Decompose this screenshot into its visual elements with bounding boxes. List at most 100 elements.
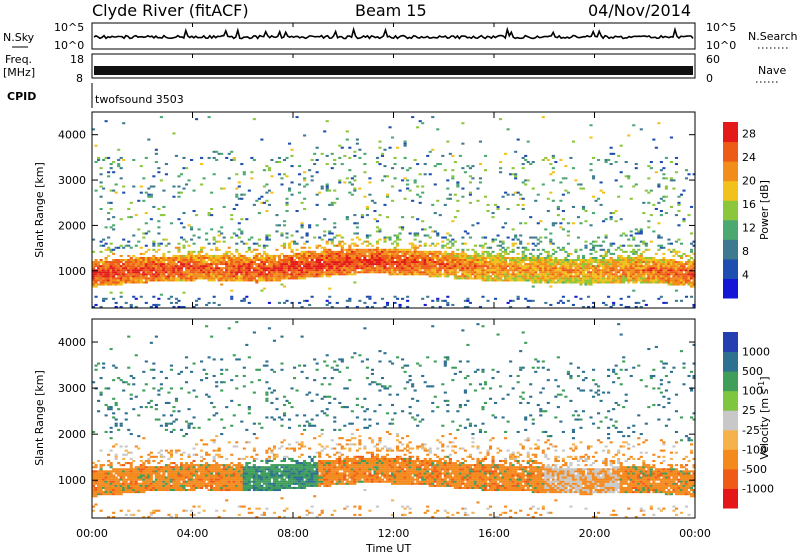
- range-time-cell: [308, 247, 311, 249]
- range-time-cell: [507, 253, 510, 255]
- range-time-cell: [180, 192, 183, 194]
- range-time-cell: [162, 414, 165, 416]
- range-time-cell: [95, 161, 98, 163]
- range-time-cell: [187, 179, 190, 181]
- range-time-cell: [549, 286, 552, 288]
- range-time-cell: [642, 212, 645, 214]
- range-time-cell: [378, 147, 381, 149]
- range-time-cell: [175, 400, 178, 402]
- range-time-cell: [117, 377, 120, 379]
- range-time-cell: [107, 454, 110, 456]
- range-time-cell: [110, 431, 113, 433]
- range-time-cell: [549, 255, 552, 257]
- range-time-cell: [308, 226, 311, 228]
- range-time-cell: [602, 275, 605, 277]
- range-time-cell: [524, 159, 527, 161]
- range-time-cell: [288, 190, 291, 192]
- range-time-cell: [414, 245, 417, 247]
- range-time-cell: [386, 302, 389, 304]
- range-time-cell: [170, 452, 173, 454]
- range-time-cell: [597, 237, 600, 239]
- range-time-cell: [132, 408, 135, 410]
- range-time-cell: [401, 226, 404, 228]
- range-time-cell: [665, 212, 668, 214]
- range-time-cell: [687, 259, 690, 261]
- range-time-cell: [130, 375, 133, 377]
- range-time-cell: [328, 302, 331, 304]
- range-time-cell: [620, 298, 623, 300]
- range-time-cell: [298, 302, 301, 304]
- range-time-cell: [248, 269, 251, 271]
- range-time-cell: [172, 406, 175, 408]
- range-time-cell: [336, 198, 339, 200]
- range-time-cell: [348, 298, 351, 300]
- range-time-cell: [265, 183, 268, 185]
- range-time-cell: [682, 220, 685, 222]
- range-time-cell: [140, 247, 143, 249]
- range-time-cell: [610, 163, 613, 165]
- range-time-cell: [220, 226, 223, 228]
- range-time-cell: [517, 192, 520, 194]
- range-time-cell: [160, 454, 163, 456]
- range-time-cell: [283, 302, 286, 304]
- range-time-cell: [665, 196, 668, 198]
- range-time-cell: [554, 257, 557, 259]
- range-time-cell: [524, 222, 527, 224]
- range-time-cell: [451, 169, 454, 171]
- range-time-cell: [675, 157, 678, 159]
- range-time-cell: [542, 116, 545, 118]
- range-time-cell: [348, 271, 351, 273]
- range-time-cell: [348, 147, 351, 149]
- range-time-cell: [165, 163, 168, 165]
- range-time-cell: [682, 253, 685, 255]
- range-time-cell: [288, 245, 291, 247]
- range-time-cell: [333, 222, 336, 224]
- cpid-label: CPID: [7, 90, 36, 103]
- range-time-cell: [677, 204, 680, 206]
- range-time-cell: [270, 175, 273, 177]
- range-time-cell: [323, 235, 326, 237]
- range-time-cell: [429, 245, 432, 247]
- range-time-cell: [632, 290, 635, 292]
- range-time-cell: [160, 450, 163, 452]
- range-time-cell: [687, 173, 690, 175]
- range-time-cell: [348, 157, 351, 159]
- range-time-cell: [318, 237, 321, 239]
- range-time-cell: [160, 371, 163, 373]
- range-time-cell: [225, 157, 228, 159]
- range-time-cell: [152, 241, 155, 243]
- range-time-cell: [502, 196, 505, 198]
- range-time-cell: [150, 479, 153, 481]
- range-time-cell: [552, 157, 555, 159]
- range-time-cell: [115, 419, 118, 421]
- range-time-cell: [303, 277, 306, 279]
- range-time-cell: [353, 190, 356, 192]
- range-time-cell: [640, 230, 643, 232]
- range-time-cell: [120, 261, 123, 263]
- range-time-cell: [409, 167, 412, 169]
- range-time-cell: [105, 226, 108, 228]
- range-time-cell: [404, 141, 407, 143]
- range-time-cell: [170, 222, 173, 224]
- range-time-cell: [642, 251, 645, 253]
- range-time-cell: [333, 226, 336, 228]
- range-time-cell: [180, 269, 183, 271]
- range-time-cell: [635, 183, 638, 185]
- range-time-cell: [185, 183, 188, 185]
- range-time-cell: [255, 281, 258, 283]
- range-time-cell: [273, 259, 276, 261]
- range-time-cell: [358, 149, 361, 151]
- range-time-cell: [97, 400, 100, 402]
- range-time-cell: [193, 210, 196, 212]
- range-time-cell: [687, 255, 690, 257]
- range-time-cell: [285, 300, 288, 302]
- range-time-cell: [461, 251, 464, 253]
- range-time-cell: [446, 179, 449, 181]
- range-time-cell: [135, 245, 138, 247]
- range-time-cell: [559, 159, 562, 161]
- range-time-cell: [353, 175, 356, 177]
- range-time-cell: [461, 196, 464, 198]
- range-time-cell: [117, 163, 120, 165]
- range-time-cell: [127, 245, 130, 247]
- noise-trace: [94, 30, 693, 39]
